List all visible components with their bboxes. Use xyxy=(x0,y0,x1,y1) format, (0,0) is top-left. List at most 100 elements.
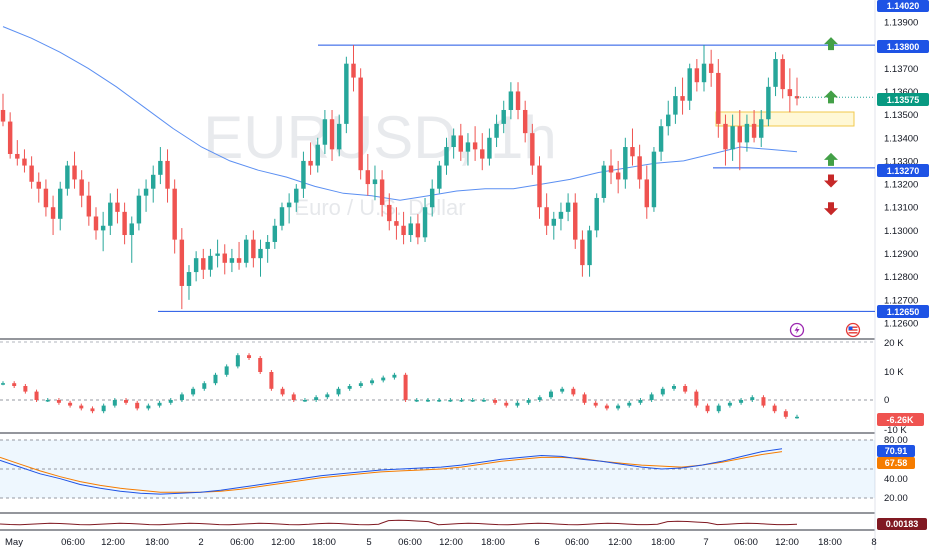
candle-body xyxy=(694,68,700,83)
candle-body xyxy=(558,211,564,219)
volume-bar xyxy=(157,402,162,406)
volume-bar xyxy=(101,405,106,412)
candle-body xyxy=(773,59,778,87)
candle-body xyxy=(372,179,378,185)
volume-bar xyxy=(12,383,17,386)
time-tick-label: 6 xyxy=(534,537,539,548)
candle-body xyxy=(429,188,435,208)
candle-body xyxy=(201,258,206,270)
volume-bar xyxy=(560,388,565,392)
candle-body xyxy=(286,202,292,208)
moving-average-line xyxy=(2,26,798,201)
candle-body xyxy=(344,63,349,124)
volume-bar xyxy=(660,388,665,395)
volume-bar xyxy=(168,400,173,403)
volume-bar xyxy=(224,366,229,375)
volume-pane xyxy=(0,341,875,419)
bottom-indicator-line xyxy=(0,519,798,526)
candle-body xyxy=(458,135,464,152)
volume-bar xyxy=(202,383,207,389)
volume-bar xyxy=(45,400,50,402)
candle-body xyxy=(329,119,335,150)
volume-bar xyxy=(68,402,73,406)
time-tick-label: 12:00 xyxy=(439,537,463,548)
volume-bar xyxy=(571,388,576,395)
volume-bar xyxy=(627,402,632,406)
volume-bar xyxy=(325,394,330,398)
volume-bar xyxy=(347,386,352,389)
volume-bar xyxy=(79,405,84,409)
candle-body xyxy=(115,202,120,212)
volume-bar xyxy=(34,391,39,400)
candle-body xyxy=(65,165,70,189)
candle-body xyxy=(351,63,356,78)
stoch-k-tag: 70.91 xyxy=(877,445,915,457)
price-tick-label: 1.12900 xyxy=(884,249,918,260)
candle-body xyxy=(358,77,363,171)
volume-bar xyxy=(370,380,375,384)
volume-bar xyxy=(772,405,777,412)
candle-body xyxy=(243,239,249,263)
time-tick-label: 18:00 xyxy=(818,537,842,548)
candle-body xyxy=(43,188,49,208)
us-flag-icon[interactable] xyxy=(845,322,861,338)
candle-body xyxy=(480,149,485,159)
volume-bar xyxy=(593,402,598,406)
candle-body xyxy=(36,181,41,189)
volume-bar xyxy=(783,411,788,417)
svg-text:1.13575: 1.13575 xyxy=(887,95,920,105)
time-tick-label: 8 xyxy=(871,537,876,548)
candle-body xyxy=(422,207,428,238)
supply-demand-zone xyxy=(715,111,855,127)
main-pane xyxy=(0,26,875,312)
stoch-d-tag: 67.58 xyxy=(877,457,915,469)
candle-body xyxy=(637,156,642,180)
candle-body xyxy=(172,188,177,240)
volume-bar xyxy=(481,400,486,402)
candle-body xyxy=(265,241,270,249)
volume-bar xyxy=(616,405,621,409)
volume-bar xyxy=(179,394,184,400)
candle-body xyxy=(759,119,764,138)
volume-bar xyxy=(761,397,766,406)
stoch-tick-80: 80.00 xyxy=(884,435,908,446)
candle-body xyxy=(437,165,442,189)
volume-bar xyxy=(727,402,732,406)
candle-body xyxy=(86,195,92,217)
candle-body xyxy=(379,179,385,205)
volume-bar xyxy=(235,355,240,367)
candle-body xyxy=(50,207,56,219)
candle-body xyxy=(158,160,163,175)
bottom-indicator-pane xyxy=(0,519,798,526)
candle-body xyxy=(129,223,134,236)
volume-bar xyxy=(504,402,509,406)
stochastic-pane xyxy=(0,439,875,499)
time-tick-label: 06:00 xyxy=(734,537,758,548)
time-tick-label: 7 xyxy=(703,537,708,548)
lightning-icon[interactable] xyxy=(789,322,805,338)
stoch-k-line xyxy=(0,448,783,495)
candle-body xyxy=(136,195,142,224)
time-tick-label: 12:00 xyxy=(101,537,125,548)
candle-body xyxy=(565,202,571,212)
volume-bar xyxy=(437,400,442,402)
time-tick-label: 12:00 xyxy=(775,537,799,548)
candle-body xyxy=(279,207,285,226)
volume-bar xyxy=(515,402,520,406)
svg-text:-6.26K: -6.26K xyxy=(886,415,914,425)
axes: 1.13900 1.13700 1.13600 1.13500 1.13400 1.133… xyxy=(5,18,918,549)
volume-bar xyxy=(582,394,587,403)
candle-body xyxy=(108,202,113,226)
arrow-up-icon xyxy=(824,152,838,166)
volume-bar xyxy=(112,400,117,406)
volume-bar xyxy=(705,405,710,412)
svg-text:1.13270: 1.13270 xyxy=(887,166,920,176)
candle-body xyxy=(79,179,84,196)
time-tick-label: 06:00 xyxy=(230,537,254,548)
volume-bar xyxy=(683,386,688,392)
candle-body xyxy=(122,211,127,236)
volume-bar xyxy=(694,391,699,406)
candle-body xyxy=(487,137,492,159)
volume-bar xyxy=(191,388,196,395)
